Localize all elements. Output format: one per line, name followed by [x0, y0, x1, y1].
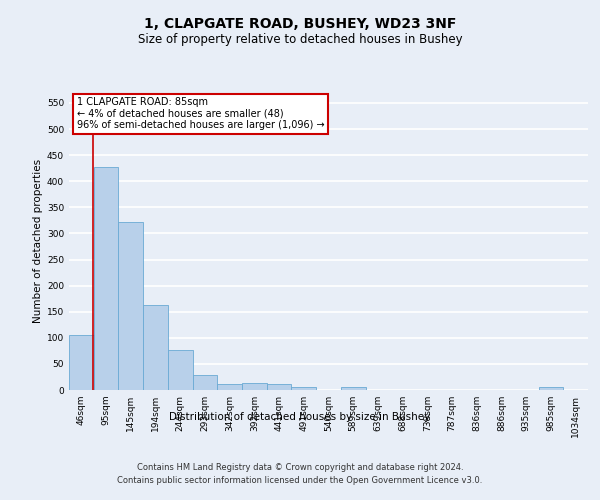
Bar: [217, 384, 242, 390]
Bar: [193, 376, 217, 390]
Bar: [69, 335, 94, 390]
Bar: [292, 387, 316, 390]
Bar: [242, 382, 267, 390]
Y-axis label: Number of detached properties: Number of detached properties: [33, 159, 43, 324]
Text: Contains HM Land Registry data © Crown copyright and database right 2024.: Contains HM Land Registry data © Crown c…: [137, 462, 463, 471]
Bar: [94, 166, 118, 390]
Bar: [539, 388, 563, 390]
Bar: [267, 384, 292, 390]
Text: 1 CLAPGATE ROAD: 85sqm
← 4% of detached houses are smaller (48)
96% of semi-deta: 1 CLAPGATE ROAD: 85sqm ← 4% of detached …: [77, 97, 325, 130]
Text: Contains public sector information licensed under the Open Government Licence v3: Contains public sector information licen…: [118, 476, 482, 485]
Text: 1, CLAPGATE ROAD, BUSHEY, WD23 3NF: 1, CLAPGATE ROAD, BUSHEY, WD23 3NF: [144, 18, 456, 32]
Text: Distribution of detached houses by size in Bushey: Distribution of detached houses by size …: [169, 412, 431, 422]
Bar: [143, 305, 168, 390]
Text: Size of property relative to detached houses in Bushey: Size of property relative to detached ho…: [137, 32, 463, 46]
Bar: [118, 222, 143, 390]
Bar: [341, 388, 365, 390]
Bar: [168, 350, 193, 390]
